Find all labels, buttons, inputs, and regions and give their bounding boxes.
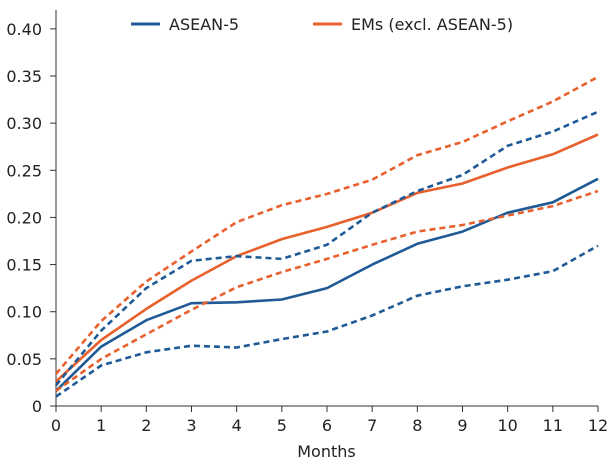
y-tick-label: 0.20	[6, 208, 42, 227]
x-tick-label: 1	[96, 416, 106, 435]
dashed-band-line-5	[55, 189, 599, 392]
x-tick-label: 3	[186, 416, 196, 435]
x-tick-label: 2	[141, 416, 151, 435]
x-axis-label: Months	[297, 442, 355, 460]
legend-label: ASEAN-5	[169, 15, 239, 34]
y-tick-label: 0	[32, 397, 42, 416]
dashed-band-line-4	[55, 75, 599, 375]
series-lines	[54, 75, 599, 398]
x-tick-label: 7	[367, 416, 377, 435]
x-tick-label: 8	[412, 416, 422, 435]
y-tick-label: 0.25	[6, 161, 42, 180]
x-tick-label: 6	[322, 416, 332, 435]
y-tick-label: 0.15	[6, 256, 42, 275]
series-line-0	[55, 177, 599, 392]
dashed-band-line-3	[55, 244, 599, 398]
legend-label: EMs (excl. ASEAN-5)	[351, 15, 513, 34]
y-tick-label: 0.35	[6, 67, 42, 86]
x-tick-label: 10	[497, 416, 517, 435]
y-tick-label: 0.05	[6, 350, 42, 369]
x-tick-label: 0	[51, 416, 61, 435]
x-tick-label: 4	[232, 416, 242, 435]
series-line-1	[55, 133, 599, 383]
y-tick-label: 0.40	[6, 20, 42, 39]
y-tick-label: 0.10	[6, 303, 42, 322]
y-tick-label: 0.30	[6, 114, 42, 133]
x-tick-label: 12	[588, 416, 608, 435]
x-tick-label: 5	[277, 416, 287, 435]
x-tick-label: 11	[543, 416, 563, 435]
axes: 00.050.100.150.200.250.300.350.400 1 2 3 4 5 6…	[6, 10, 608, 435]
x-tick-label: 9	[457, 416, 467, 435]
dashed-band-line-2	[54, 110, 599, 387]
legend: ASEAN-5 EMs (excl. ASEAN-5)	[131, 15, 513, 34]
